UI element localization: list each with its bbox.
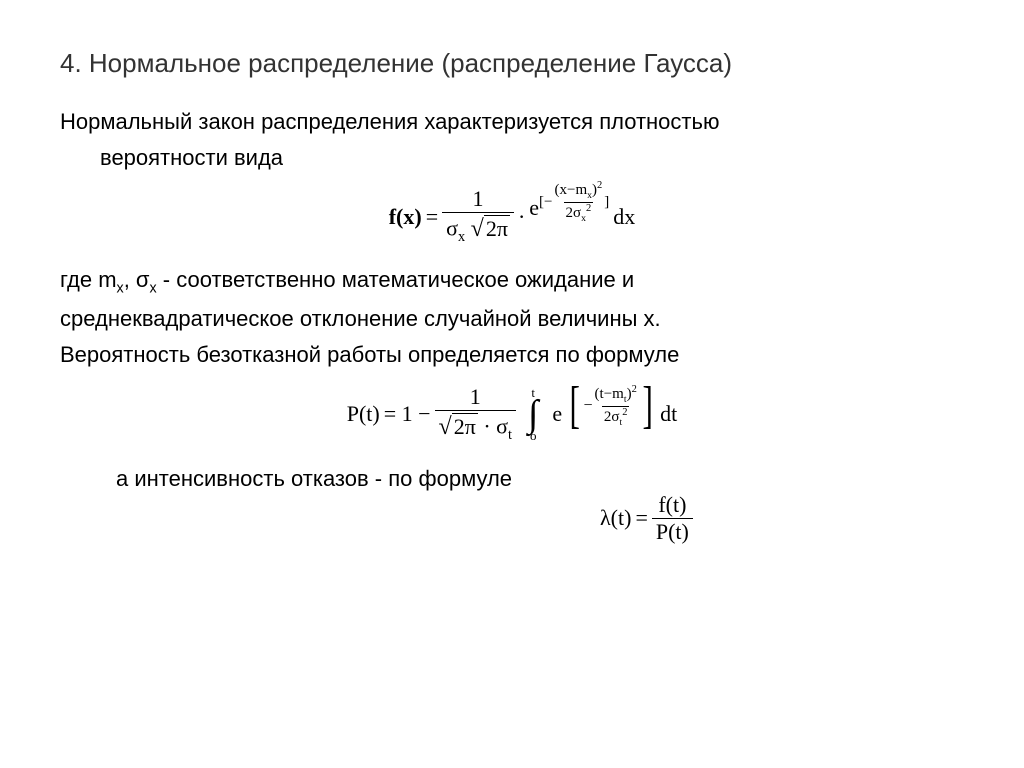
- eq3-fraction: f(t) P(t): [652, 494, 693, 543]
- paragraph-4: а интенсивность отказов - по формуле: [60, 464, 512, 494]
- eq1-dot: ·: [518, 204, 525, 230]
- formula-reliability: P(t) = 1 − 1 √2π · σt t ∫ o e [: [60, 386, 964, 442]
- paragraph-2-line-2: среднеквадратическое отклонение случайно…: [60, 304, 964, 334]
- eq2-lhs: P(t): [347, 401, 380, 427]
- eq2-exponential: e [ − (t−mt)2 2σt2: [552, 393, 656, 436]
- eq1-exponential: e [ − (x−mx)2 2σx2 ]: [529, 195, 609, 238]
- eq3-lhs: λ(t): [600, 505, 631, 531]
- eq2-fraction: 1 √2π · σt: [435, 386, 516, 442]
- eq2-denominator: √2π · σt: [435, 410, 516, 442]
- eq1-eq: =: [426, 204, 438, 230]
- eq3-eq: =: [635, 505, 647, 531]
- eq1-denominator: σx √2π: [442, 212, 514, 244]
- eq1-numerator: 1: [469, 188, 488, 212]
- paragraph-1-line-2: вероятности вида: [60, 143, 964, 173]
- formula-density: f(x) = 1 σx √2π · e [ − (x−mx)2: [60, 188, 964, 244]
- paragraph-2-line-1: где mx, σx - соответственно математическ…: [60, 265, 964, 299]
- paragraph-1-line-1: Нормальный закон распределения характери…: [60, 107, 964, 137]
- eq2-dt: dt: [660, 401, 677, 427]
- eq2-integral: t ∫ o: [528, 386, 538, 442]
- eq2-eq: = 1 −: [384, 401, 431, 427]
- eq1-fraction: 1 σx √2π: [442, 188, 514, 244]
- eq1-lhs: f(x): [389, 204, 422, 230]
- eq1-dx: dx: [613, 204, 635, 230]
- formula-failure-rate: λ(t) = f(t) P(t): [60, 494, 964, 543]
- document-page: 4. Нормальное распределение (распределен…: [0, 0, 1024, 603]
- page-title: 4. Нормальное распределение (распределен…: [60, 48, 964, 79]
- paragraph-3: Вероятность безотказной работы определяе…: [60, 340, 964, 370]
